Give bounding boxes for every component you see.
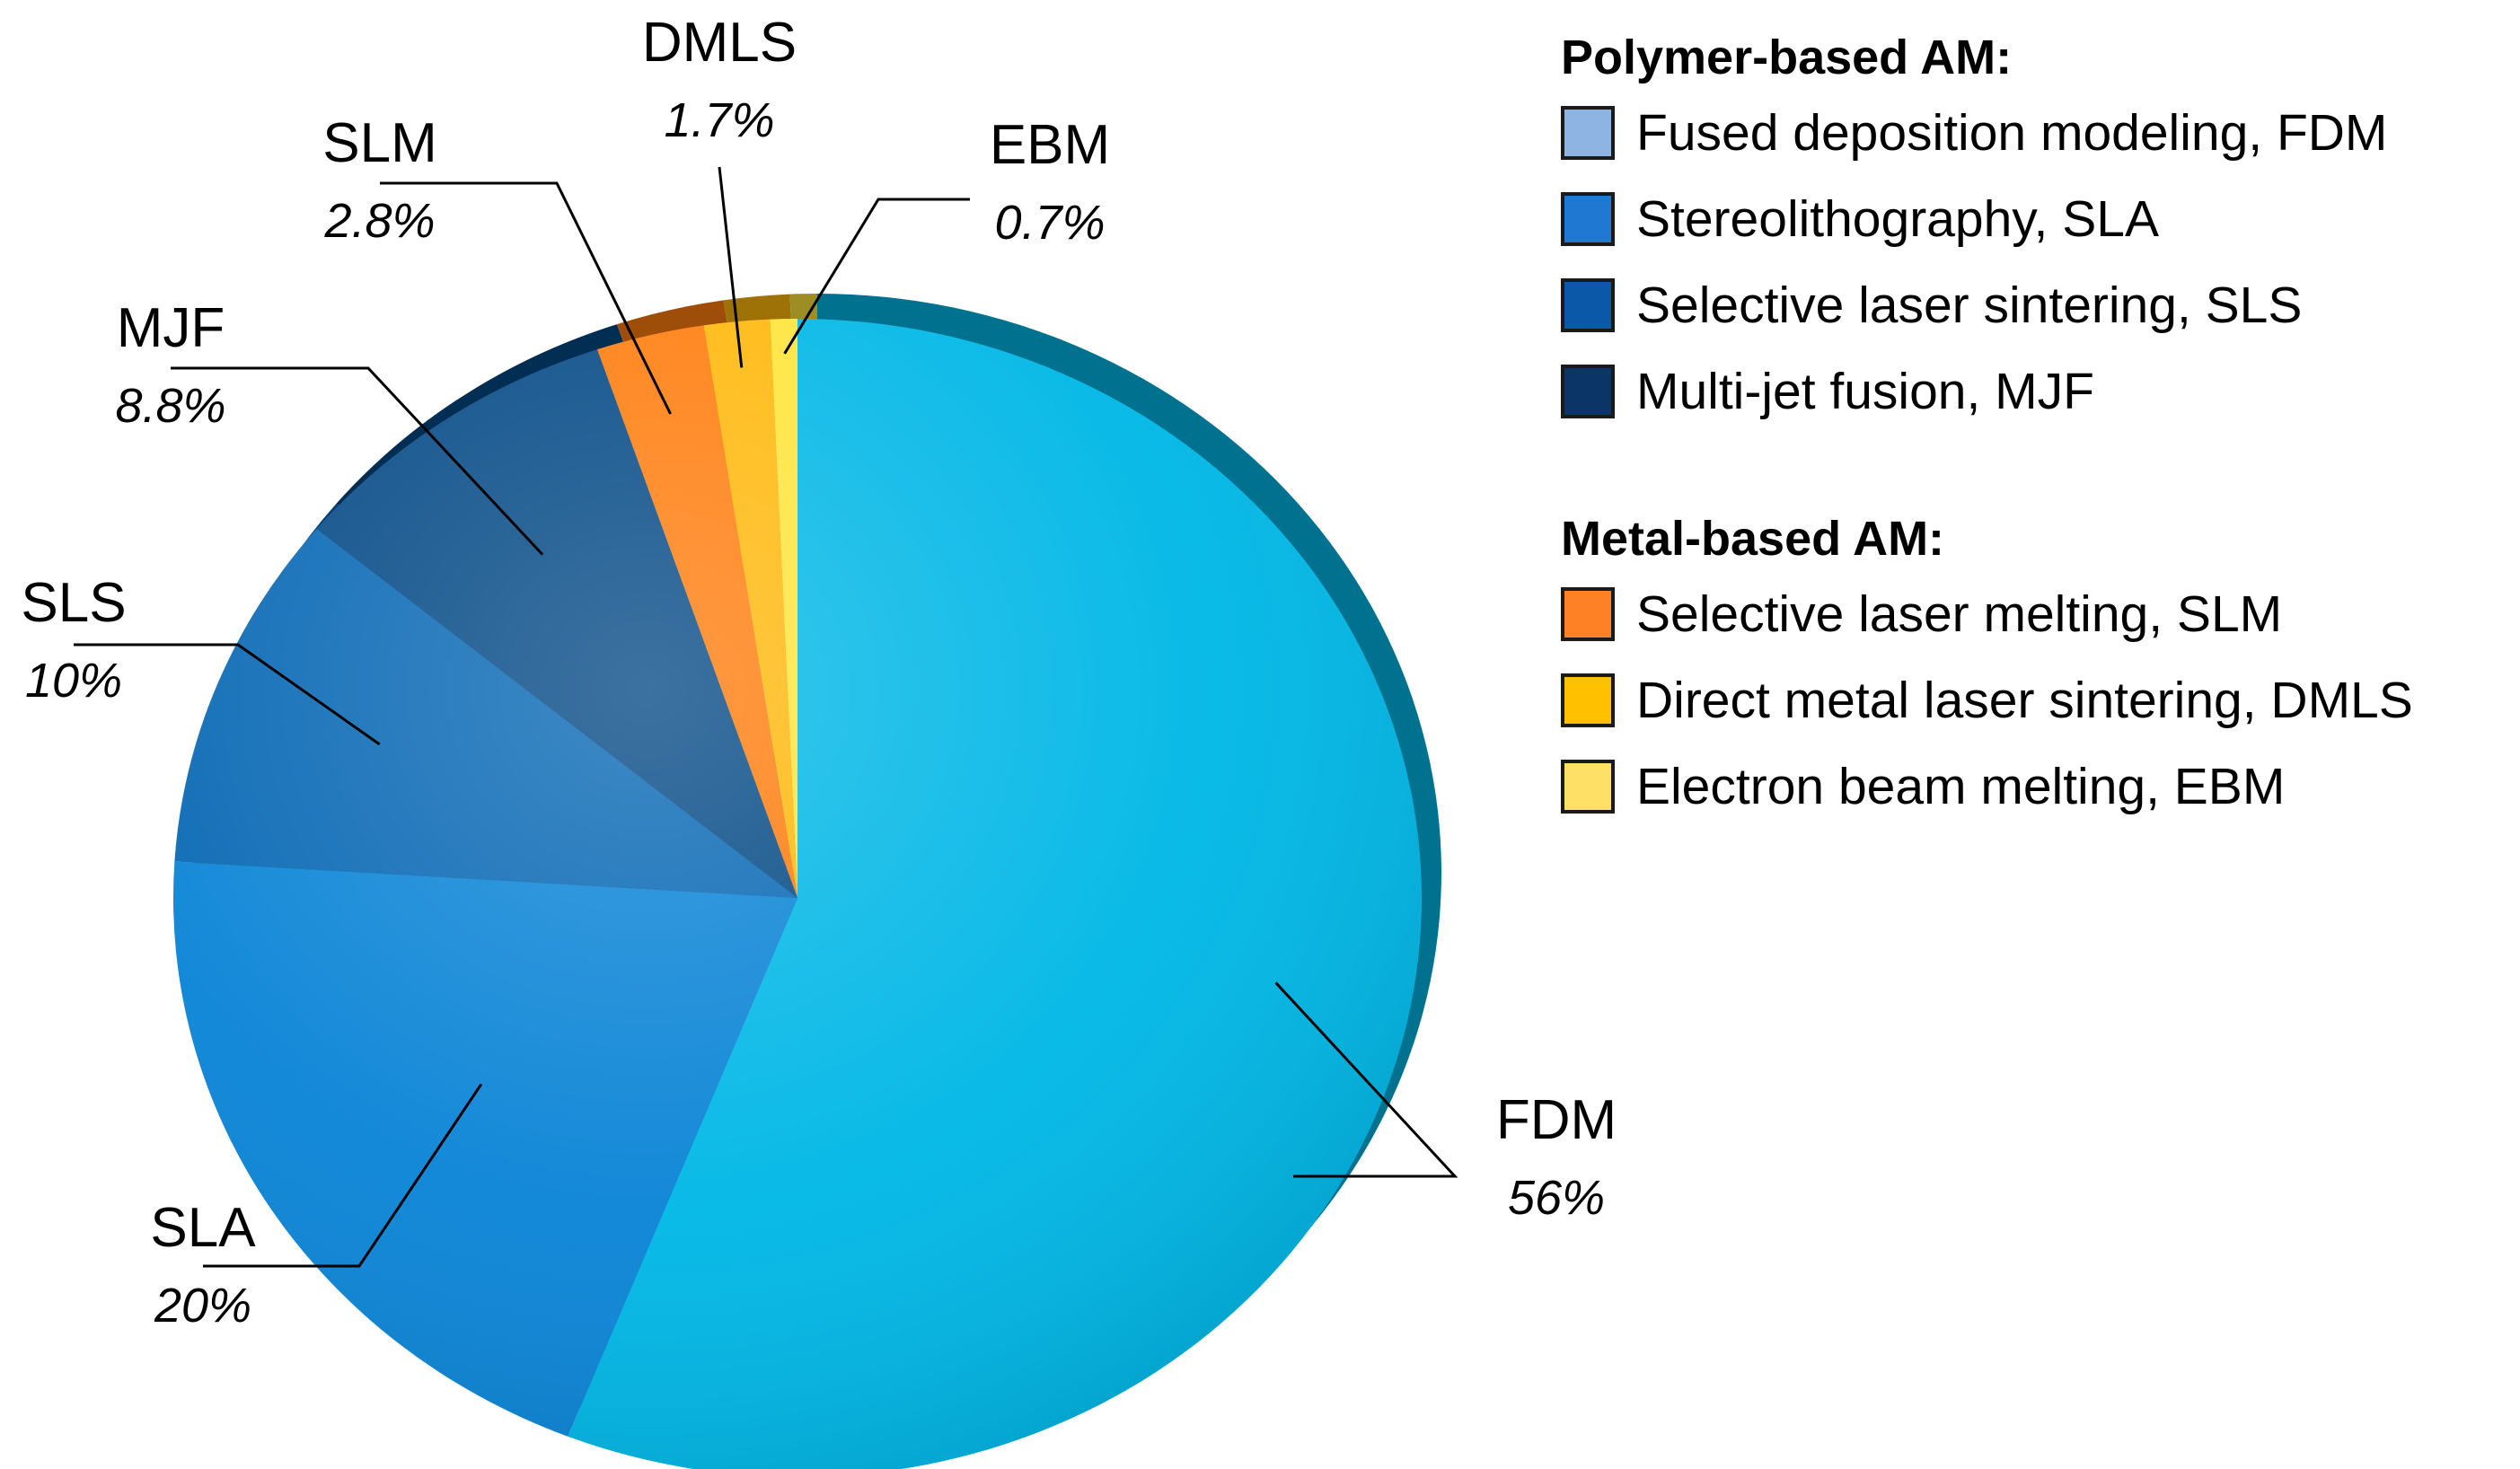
legend-item-ebm: Electron beam melting, EBM (1561, 743, 2513, 830)
leader-line-dmls (718, 166, 744, 368)
legend-item-mjf: Multi-jet fusion, MJF (1561, 348, 2513, 435)
slice-label-dmls: DMLS (642, 12, 797, 74)
slice-value-sla: 20% (154, 1279, 251, 1333)
legend-swatch-sla (1561, 192, 1615, 246)
slice-label-sla: SLA (150, 1197, 256, 1259)
legend-group-title-polymer: Polymer-based AM: (1561, 31, 2013, 84)
legend-item-fdm: Fused deposition modeling, FDM (1561, 90, 2513, 176)
slice-value-mjf: 8.8% (115, 379, 225, 433)
slice-label-mjf: MJF (117, 297, 225, 359)
legend-label-ebm: Electron beam melting, EBM (1636, 758, 2286, 815)
leader-line-mjf (171, 366, 544, 556)
slice-value-slm: 2.8% (323, 194, 435, 248)
leader-line-fdm (1274, 981, 1458, 1178)
leader-line-sla (203, 1083, 483, 1268)
slice-value-fdm: 56% (1508, 1171, 1605, 1225)
legend-item-dmls: Direct metal laser sintering, DMLS (1561, 657, 2513, 743)
slice-label-ebm: EBM (990, 114, 1110, 176)
slice-value-ebm: 0.7% (994, 196, 1105, 250)
legend-label-mjf: Multi-jet fusion, MJF (1636, 363, 2094, 420)
legend-swatch-fdm (1561, 106, 1615, 160)
legend-swatch-slm (1561, 587, 1615, 641)
legend-label-sla: Stereolithography, SLA (1636, 190, 2159, 248)
legend-group-title-metal: Metal-based AM: (1561, 512, 1945, 566)
slice-value-sls: 10% (25, 654, 122, 708)
pie-gloss (173, 319, 1422, 1469)
legend-label-slm: Selective laser melting, SLM (1636, 585, 2283, 643)
legend-item-slm: Selective laser melting, SLM (1561, 571, 2513, 657)
legend-label-dmls: Direct metal laser sintering, DMLS (1636, 672, 2413, 729)
slice-label-sls: SLS (21, 572, 126, 634)
leader-line-ebm (783, 198, 970, 355)
leader-line-slm (380, 181, 672, 415)
slice-value-dmls: 1.7% (664, 93, 774, 147)
leader-lines (74, 166, 1458, 1268)
leader-line-sls (74, 643, 381, 746)
legend: Polymer-based AM: Fused deposition model… (1561, 25, 2513, 830)
legend-swatch-mjf (1561, 365, 1615, 418)
legend-swatch-ebm (1561, 760, 1615, 814)
slice-labels: FDM 56% SLA 20% SLS 10% MJF 8.8% SLM 2.8% DMLS 1.7%… (21, 12, 1617, 1333)
legend-spacer (1561, 435, 2513, 506)
pie-slices (172, 319, 1422, 1469)
slice-label-slm: SLM (322, 112, 436, 174)
legend-item-sla: Stereolithography, SLA (1561, 176, 2513, 262)
legend-item-sls: Selective laser sintering, SLS (1561, 262, 2513, 348)
legend-swatch-sls (1561, 278, 1615, 332)
slice-label-fdm: FDM (1496, 1089, 1617, 1151)
legend-swatch-dmls (1561, 673, 1615, 727)
legend-label-fdm: Fused deposition modeling, FDM (1636, 104, 2388, 162)
legend-label-sls: Selective laser sintering, SLS (1636, 277, 2303, 334)
